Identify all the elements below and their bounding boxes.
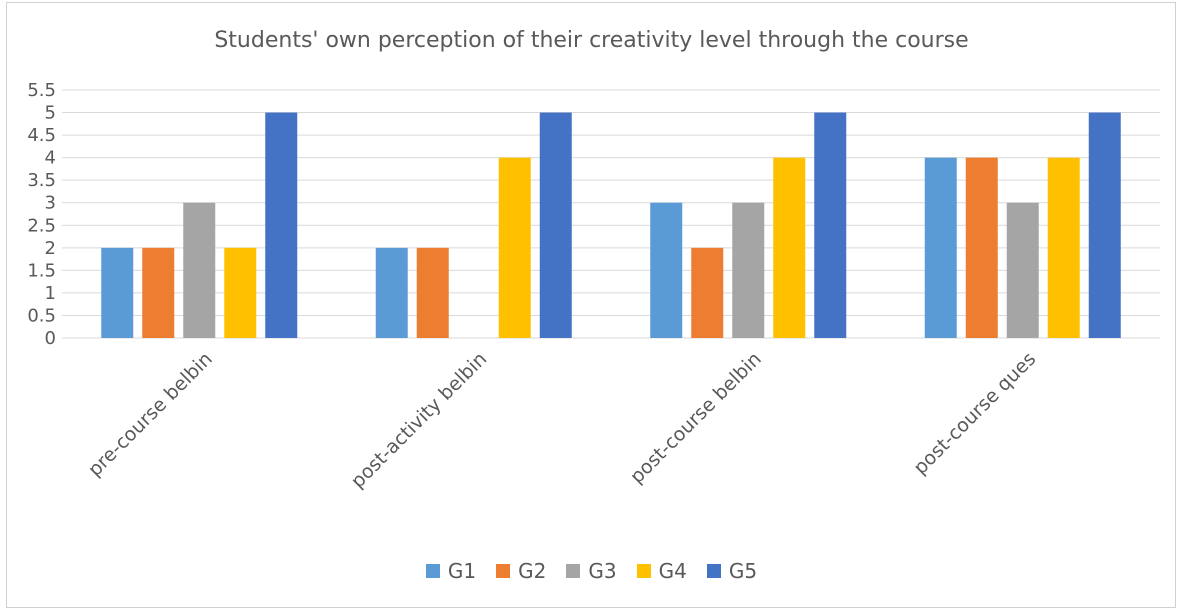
bar-g2 xyxy=(965,157,998,338)
bar-g1 xyxy=(650,202,683,338)
bar-g2 xyxy=(416,247,449,338)
y-tick-label: 2.5 xyxy=(27,215,56,236)
legend-label: G4 xyxy=(658,559,687,583)
bar-g3 xyxy=(1006,202,1039,338)
y-tick-label: 4 xyxy=(45,148,56,169)
bar-g4 xyxy=(1047,157,1080,338)
y-tick-label: 4.5 xyxy=(27,125,56,146)
x-tick-label: post-course ques xyxy=(909,348,1040,479)
legend-item-g5: G5 xyxy=(706,559,758,583)
bar-g2 xyxy=(142,247,175,338)
y-tick-label: 1 xyxy=(45,283,56,304)
legend-item-g1: G1 xyxy=(425,559,477,583)
y-tick-label: 1.5 xyxy=(27,260,56,281)
bar-g5 xyxy=(814,112,847,338)
legend-swatch xyxy=(425,564,440,578)
y-tick-label: 3.5 xyxy=(27,170,56,191)
legend-swatch xyxy=(706,564,721,578)
bar-g4 xyxy=(773,157,806,338)
y-tick-label: 5 xyxy=(45,103,56,124)
legend-label: G5 xyxy=(728,559,758,583)
bar-g5 xyxy=(539,112,572,338)
y-tick-label: 3 xyxy=(45,193,56,214)
bar-g4 xyxy=(498,157,531,338)
x-tick-label: post-course belbin xyxy=(626,348,766,488)
y-tick-label: 0 xyxy=(45,328,56,349)
y-tick-label: 5.5 xyxy=(27,80,56,101)
y-tick-label: 2 xyxy=(45,238,56,259)
bar-g1 xyxy=(375,247,408,338)
x-tick-label: post-activity belbin xyxy=(347,348,492,493)
chart-legend: G1 G2 G3 G4 G5 xyxy=(0,559,1183,583)
bar-g4 xyxy=(224,247,257,338)
legend-item-g3: G3 xyxy=(566,559,617,583)
legend-label: G1 xyxy=(447,559,477,583)
bar-g5 xyxy=(1088,112,1121,338)
chart-title: Students' own perception of their creati… xyxy=(214,28,969,53)
legend-label: G2 xyxy=(518,559,547,583)
legend-swatch xyxy=(636,564,651,578)
legend-swatch xyxy=(496,564,511,578)
bar-g3 xyxy=(183,202,216,338)
bar-g1 xyxy=(101,247,134,338)
bar-g5 xyxy=(265,112,298,338)
x-tick-label: pre-course belbin xyxy=(84,348,217,481)
legend-item-g4: G4 xyxy=(636,559,687,583)
legend-swatch xyxy=(566,564,581,578)
bar-g2 xyxy=(691,247,724,338)
bar-g1 xyxy=(924,157,957,338)
legend-item-g2: G2 xyxy=(496,559,546,583)
legend-label: G3 xyxy=(588,559,617,583)
bar-g3 xyxy=(732,202,765,338)
y-tick-label: 0.5 xyxy=(27,305,56,326)
